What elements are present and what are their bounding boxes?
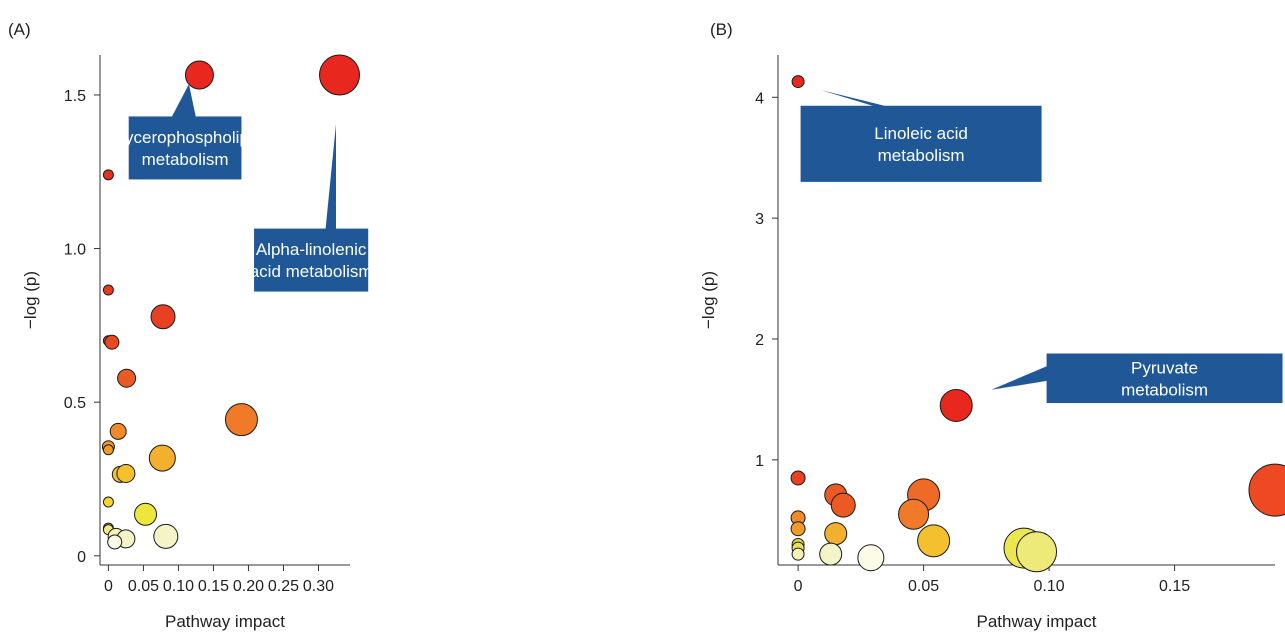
panel-a-data-point[interactable]	[102, 284, 114, 296]
panel-b-data-point[interactable]	[939, 388, 973, 422]
panel-a-data-point[interactable]	[134, 502, 158, 526]
panel-a-data-point[interactable]	[117, 368, 137, 388]
panel-a-annotation-pointer	[325, 124, 336, 230]
panel-a-y-tick-label: 1.5	[64, 88, 86, 105]
panel-a-x-tick-label: 0.05	[128, 578, 159, 595]
panel-a-x-axis-label: Pathway impact	[165, 612, 285, 631]
panel-a-data-point[interactable]	[150, 304, 176, 330]
panel-a-data-point[interactable]	[102, 444, 114, 456]
panel-b-data-point[interactable]	[857, 544, 885, 572]
panel-b-data-point[interactable]	[898, 498, 930, 530]
panel-b-data-point[interactable]	[819, 542, 843, 566]
panel-a-x-tick-label: 0.20	[233, 578, 264, 595]
panel-a-data-point[interactable]	[224, 403, 258, 437]
panel-b-x-tick-label: 0.10	[1034, 578, 1065, 595]
panel-a-data-point[interactable]	[102, 169, 114, 181]
panel-b-x-tick-label: 0.05	[908, 578, 939, 595]
panel-b-annotation-box	[1046, 353, 1283, 404]
panel-b-label: (B)	[710, 20, 733, 39]
panel-b-x-tick-label: 0.15	[1159, 578, 1190, 595]
panel-a-y-axis-label: −log (p)	[21, 271, 40, 329]
panel-b-data-point[interactable]	[791, 547, 805, 561]
panel-a-x-tick-label: 0.10	[163, 578, 194, 595]
panel-b-annotation-text: Pyruvate	[1131, 358, 1198, 377]
panel-a-label: (A)	[8, 20, 31, 39]
panel-a-annotation-box	[128, 116, 242, 180]
panel-a-data-point[interactable]	[184, 60, 214, 90]
panel-b-annotation-text: metabolism	[1121, 380, 1208, 399]
panel-a-data-point[interactable]	[153, 523, 179, 549]
panel-b-data-point[interactable]	[1016, 531, 1058, 573]
panel-b-annotation-pointer	[820, 90, 889, 107]
panel-b-data-point[interactable]	[917, 524, 951, 558]
panel-a-annotation-text: metabolism	[142, 150, 229, 169]
panel-b-y-tick-label: 1	[755, 453, 764, 470]
panel-a-data-point[interactable]	[318, 54, 360, 96]
panel-a-x-tick-label: 0	[104, 578, 113, 595]
panel-a-x-tick-label: 0.25	[268, 578, 299, 595]
panel-a-y-tick-label: 0.5	[64, 395, 86, 412]
panel-b-annotation-pointer	[991, 365, 1048, 390]
panel-b-x-axis-label: Pathway impact	[977, 612, 1097, 631]
panel-a-data-point[interactable]	[104, 334, 120, 350]
panel-b-y-axis-label: −log (p)	[699, 271, 718, 329]
panel-a-data-point[interactable]	[109, 422, 127, 440]
panel-a-annotation-text: Glycerophospholipid	[108, 128, 262, 147]
panel-a-annotation-pointer	[171, 84, 196, 118]
panel-b-annotation-text: Linoleic acid	[874, 124, 968, 143]
panel-b-data-point[interactable]	[1248, 463, 1285, 517]
panel-a-y-tick-label: 1.0	[64, 242, 86, 259]
panel-b-y-tick-label: 2	[755, 332, 764, 349]
panel-b-x-tick-label: 0	[794, 578, 803, 595]
panel-b-annotation-text: metabolism	[878, 146, 965, 165]
panel-b-annotation-box	[800, 105, 1042, 182]
panel-b-data-point[interactable]	[790, 470, 806, 486]
panel-b-data-point[interactable]	[790, 521, 806, 537]
panel-b-y-tick-label: 3	[755, 211, 764, 228]
panel-a-data-point[interactable]	[107, 534, 123, 550]
panel-a-x-tick-label: 0.15	[198, 578, 229, 595]
panel-a-data-point[interactable]	[148, 444, 176, 472]
panel-a-x-tick-label: 0.30	[303, 578, 334, 595]
panel-a-annotation-box	[254, 228, 369, 292]
panel-b-y-tick-label: 4	[755, 90, 764, 107]
panel-b-data-point[interactable]	[824, 522, 848, 546]
panel-b-data-point[interactable]	[791, 75, 805, 89]
panel-a-annotation-text: acid metabolism	[250, 262, 373, 281]
panel-a-annotation-text: Alpha-linolenic	[256, 240, 367, 259]
panel-a-data-point[interactable]	[116, 463, 136, 483]
panel-a-y-tick-label: 0	[77, 549, 86, 566]
panel-b-data-point[interactable]	[830, 492, 856, 518]
panel-a-data-point[interactable]	[102, 496, 114, 508]
